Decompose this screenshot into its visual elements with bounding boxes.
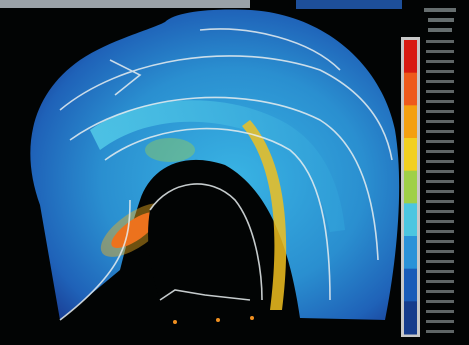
legend-row bbox=[426, 100, 454, 103]
colorbar bbox=[404, 40, 417, 335]
yellow-stripe bbox=[242, 120, 287, 310]
legend-row bbox=[426, 260, 454, 263]
legend-row bbox=[426, 40, 454, 43]
cutout bbox=[148, 183, 262, 300]
colorbar-segment bbox=[404, 72, 417, 106]
legend-row bbox=[426, 180, 454, 183]
legend-row bbox=[426, 70, 454, 73]
colorbar-segment bbox=[404, 105, 417, 139]
legend-row bbox=[426, 90, 454, 93]
legend-row bbox=[426, 50, 454, 53]
colorbar-segment bbox=[404, 301, 417, 335]
legend-row bbox=[426, 200, 454, 203]
colorbar-segment bbox=[404, 236, 417, 270]
legend-row bbox=[426, 230, 454, 233]
legend-row bbox=[426, 310, 454, 313]
legend-row bbox=[426, 60, 454, 63]
colorbar-segment bbox=[404, 138, 417, 172]
legend-row bbox=[426, 270, 454, 273]
legend-text-column bbox=[424, 8, 456, 32]
red-hotspot bbox=[111, 211, 159, 249]
legend-row bbox=[426, 220, 454, 223]
green-zone bbox=[145, 138, 195, 162]
top-strip bbox=[0, 0, 250, 8]
legend-row bbox=[426, 280, 454, 283]
colorbar-segment bbox=[404, 40, 417, 74]
colorbar-segment bbox=[404, 203, 417, 237]
legend-row bbox=[426, 130, 454, 133]
colorbar-segment bbox=[404, 268, 417, 302]
legend-row bbox=[426, 330, 454, 333]
legend-row bbox=[426, 210, 454, 213]
legend-row bbox=[426, 160, 454, 163]
legend-row bbox=[426, 120, 454, 123]
legend-rows bbox=[426, 40, 454, 333]
high-stress-band bbox=[90, 100, 345, 232]
colorbar-segment bbox=[404, 170, 417, 204]
legend-row bbox=[426, 250, 454, 253]
top-tab bbox=[296, 0, 402, 9]
legend-row bbox=[426, 110, 454, 113]
legend-row bbox=[426, 80, 454, 83]
legend-row bbox=[426, 300, 454, 303]
legend-row bbox=[426, 290, 454, 293]
legend-row bbox=[426, 140, 454, 143]
mesh-lines bbox=[59, 28, 393, 321]
legend-row bbox=[426, 320, 454, 323]
legend-row bbox=[426, 170, 454, 173]
legend-row bbox=[426, 190, 454, 193]
nodes bbox=[173, 316, 254, 324]
legend-row bbox=[426, 240, 454, 243]
legend-row bbox=[426, 150, 454, 153]
